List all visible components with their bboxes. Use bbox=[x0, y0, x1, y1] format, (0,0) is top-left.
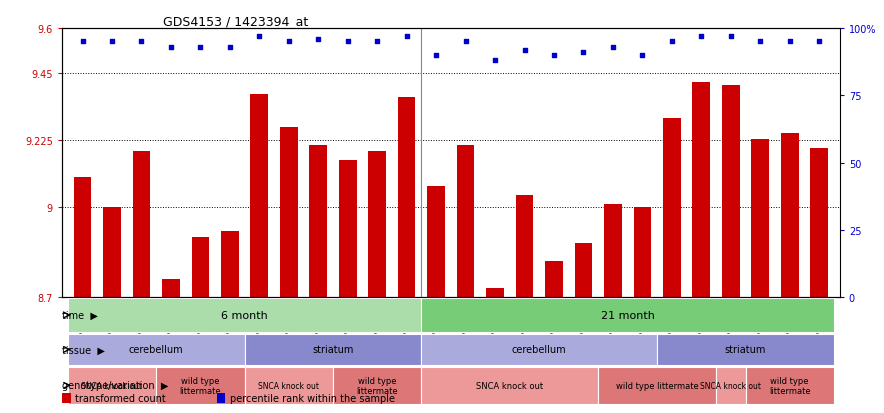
FancyBboxPatch shape bbox=[716, 367, 745, 404]
Bar bbox=[634, 208, 652, 297]
Text: genotype/variation  ▶: genotype/variation ▶ bbox=[62, 380, 169, 390]
Text: time  ▶: time ▶ bbox=[62, 310, 98, 320]
Bar bbox=[486, 288, 504, 297]
Text: wild type
littermate: wild type littermate bbox=[356, 376, 398, 395]
Bar bbox=[575, 244, 592, 297]
Point bbox=[694, 33, 708, 40]
Point bbox=[724, 33, 738, 40]
Text: cerebellum: cerebellum bbox=[129, 344, 184, 354]
Bar bbox=[398, 97, 415, 297]
Point bbox=[517, 47, 531, 54]
Text: SNCA knock out: SNCA knock out bbox=[700, 381, 761, 390]
Text: SNCA knock out: SNCA knock out bbox=[476, 381, 544, 390]
Point bbox=[282, 39, 296, 45]
Bar bbox=[369, 151, 386, 297]
Point bbox=[340, 39, 354, 45]
Bar bbox=[692, 83, 710, 297]
Text: wild type
littermate: wild type littermate bbox=[769, 376, 811, 395]
Bar bbox=[427, 187, 445, 297]
Bar bbox=[280, 127, 298, 297]
Point bbox=[459, 39, 473, 45]
Bar bbox=[162, 280, 179, 297]
Point bbox=[576, 50, 591, 56]
Text: wild type
littermate: wild type littermate bbox=[179, 376, 221, 395]
Bar bbox=[217, 393, 225, 403]
Point bbox=[75, 39, 89, 45]
Text: GDS4153 / 1423394_at: GDS4153 / 1423394_at bbox=[163, 15, 309, 28]
Bar bbox=[604, 205, 621, 297]
Bar bbox=[62, 393, 71, 403]
Text: striatum: striatum bbox=[312, 344, 354, 354]
Bar bbox=[457, 145, 475, 297]
FancyBboxPatch shape bbox=[333, 367, 422, 404]
Bar bbox=[250, 95, 268, 297]
Point bbox=[665, 39, 679, 45]
Bar bbox=[133, 151, 150, 297]
Point bbox=[782, 39, 796, 45]
Bar bbox=[103, 208, 121, 297]
FancyBboxPatch shape bbox=[68, 334, 245, 365]
Point bbox=[636, 52, 650, 59]
Point bbox=[223, 44, 237, 51]
Bar bbox=[781, 133, 798, 297]
Point bbox=[812, 39, 827, 45]
FancyBboxPatch shape bbox=[245, 367, 333, 404]
FancyBboxPatch shape bbox=[598, 367, 716, 404]
Text: tissue  ▶: tissue ▶ bbox=[62, 344, 105, 354]
Text: 21 month: 21 month bbox=[601, 310, 654, 320]
FancyBboxPatch shape bbox=[422, 299, 834, 332]
Bar bbox=[309, 145, 327, 297]
Bar bbox=[545, 261, 563, 297]
Point bbox=[194, 44, 208, 51]
Bar bbox=[192, 238, 210, 297]
Point bbox=[429, 52, 443, 59]
Point bbox=[252, 33, 266, 40]
FancyBboxPatch shape bbox=[657, 334, 834, 365]
FancyBboxPatch shape bbox=[422, 367, 598, 404]
Text: SNCA knock out: SNCA knock out bbox=[81, 381, 142, 390]
Bar bbox=[811, 148, 828, 297]
Text: percentile rank within the sample: percentile rank within the sample bbox=[230, 393, 395, 403]
Point bbox=[400, 33, 414, 40]
Text: wild type littermate: wild type littermate bbox=[616, 381, 698, 390]
Bar bbox=[221, 232, 239, 297]
Bar bbox=[751, 139, 769, 297]
FancyBboxPatch shape bbox=[745, 367, 834, 404]
Point bbox=[547, 52, 561, 59]
Text: striatum: striatum bbox=[725, 344, 766, 354]
Point bbox=[488, 58, 502, 64]
Text: 6 month: 6 month bbox=[221, 310, 268, 320]
Text: SNCA knock out: SNCA knock out bbox=[258, 381, 319, 390]
Point bbox=[105, 39, 119, 45]
Text: cerebellum: cerebellum bbox=[512, 344, 567, 354]
FancyBboxPatch shape bbox=[422, 334, 657, 365]
Bar bbox=[663, 119, 681, 297]
Point bbox=[164, 44, 178, 51]
FancyBboxPatch shape bbox=[68, 299, 422, 332]
FancyBboxPatch shape bbox=[245, 334, 422, 365]
Point bbox=[311, 36, 325, 43]
Point bbox=[753, 39, 767, 45]
Point bbox=[134, 39, 149, 45]
Bar bbox=[73, 178, 91, 297]
FancyBboxPatch shape bbox=[156, 367, 245, 404]
Text: transformed count: transformed count bbox=[75, 393, 166, 403]
Bar bbox=[339, 160, 356, 297]
Bar bbox=[515, 196, 533, 297]
FancyBboxPatch shape bbox=[68, 367, 156, 404]
Point bbox=[370, 39, 385, 45]
Point bbox=[606, 44, 620, 51]
Bar bbox=[722, 85, 740, 297]
